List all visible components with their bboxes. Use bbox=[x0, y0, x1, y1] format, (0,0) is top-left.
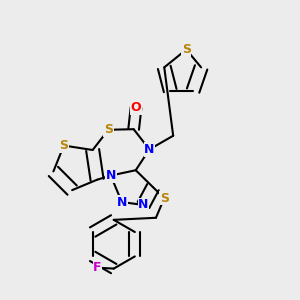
Text: N: N bbox=[117, 196, 127, 208]
Text: S: S bbox=[59, 139, 68, 152]
Text: O: O bbox=[131, 101, 141, 114]
Text: N: N bbox=[144, 143, 154, 156]
Text: S: S bbox=[104, 123, 113, 136]
Text: S: S bbox=[182, 43, 191, 56]
Text: F: F bbox=[93, 262, 102, 275]
Text: N: N bbox=[106, 169, 116, 182]
Text: N: N bbox=[138, 199, 148, 212]
Text: S: S bbox=[160, 192, 169, 205]
